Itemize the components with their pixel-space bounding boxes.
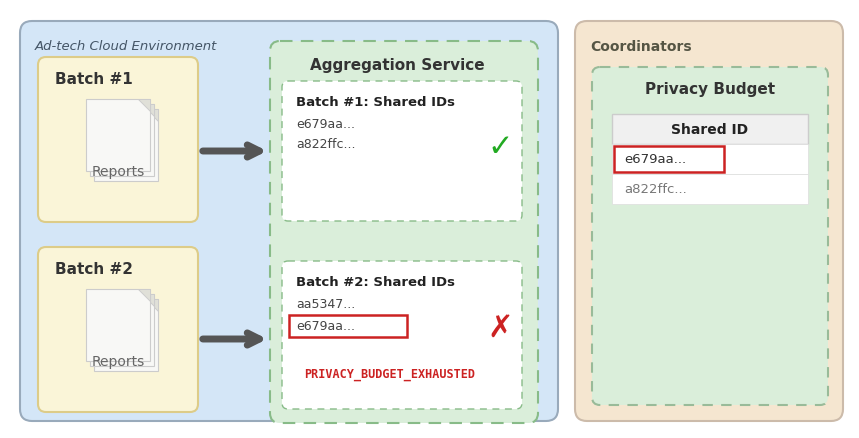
Text: Batch #2: Batch #2	[55, 261, 133, 276]
Bar	[94, 110, 158, 182]
Bar	[90, 294, 154, 366]
Polygon shape	[142, 294, 154, 306]
FancyBboxPatch shape	[282, 82, 522, 222]
Text: Shared ID: Shared ID	[672, 123, 748, 137]
Bar	[612, 175, 808, 205]
Text: Reports: Reports	[91, 165, 144, 179]
Text: Batch #2: Shared IDs: Batch #2: Shared IDs	[296, 276, 455, 288]
Text: ✓: ✓	[487, 133, 513, 162]
Bar	[86, 100, 150, 172]
Text: e679aa...: e679aa...	[296, 319, 355, 332]
Text: Coordinators: Coordinators	[590, 40, 691, 54]
Polygon shape	[138, 290, 150, 301]
FancyBboxPatch shape	[20, 22, 558, 421]
Bar	[612, 145, 808, 175]
FancyBboxPatch shape	[282, 261, 522, 409]
Bar	[614, 147, 724, 173]
Text: Privacy Budget: Privacy Budget	[645, 82, 775, 97]
Text: ✗: ✗	[487, 313, 513, 342]
Text: a822ffc...: a822ffc...	[296, 138, 356, 151]
Polygon shape	[138, 100, 150, 112]
Text: Reports: Reports	[91, 354, 144, 368]
Text: Aggregation Service: Aggregation Service	[310, 58, 484, 73]
FancyBboxPatch shape	[38, 58, 198, 223]
Polygon shape	[146, 299, 158, 311]
Text: PRIVACY_BUDGET_EXHAUSTED: PRIVACY_BUDGET_EXHAUSTED	[304, 367, 476, 380]
Text: a822ffc...: a822ffc...	[624, 183, 686, 196]
Text: aa5347...: aa5347...	[296, 297, 356, 310]
FancyBboxPatch shape	[592, 68, 828, 405]
FancyBboxPatch shape	[575, 22, 843, 421]
Bar	[90, 105, 154, 177]
Polygon shape	[142, 105, 154, 117]
Bar	[289, 315, 407, 337]
FancyBboxPatch shape	[38, 247, 198, 412]
Text: Batch #1: Shared IDs: Batch #1: Shared IDs	[296, 96, 455, 109]
Text: Batch #1: Batch #1	[55, 72, 133, 87]
Bar	[612, 115, 808, 145]
Bar	[94, 299, 158, 371]
Text: Ad-tech Cloud Environment: Ad-tech Cloud Environment	[35, 40, 217, 53]
Text: e679aa...: e679aa...	[624, 153, 686, 166]
FancyBboxPatch shape	[270, 42, 538, 423]
Bar	[86, 290, 150, 361]
Polygon shape	[146, 110, 158, 122]
Text: e679aa...: e679aa...	[296, 118, 355, 131]
